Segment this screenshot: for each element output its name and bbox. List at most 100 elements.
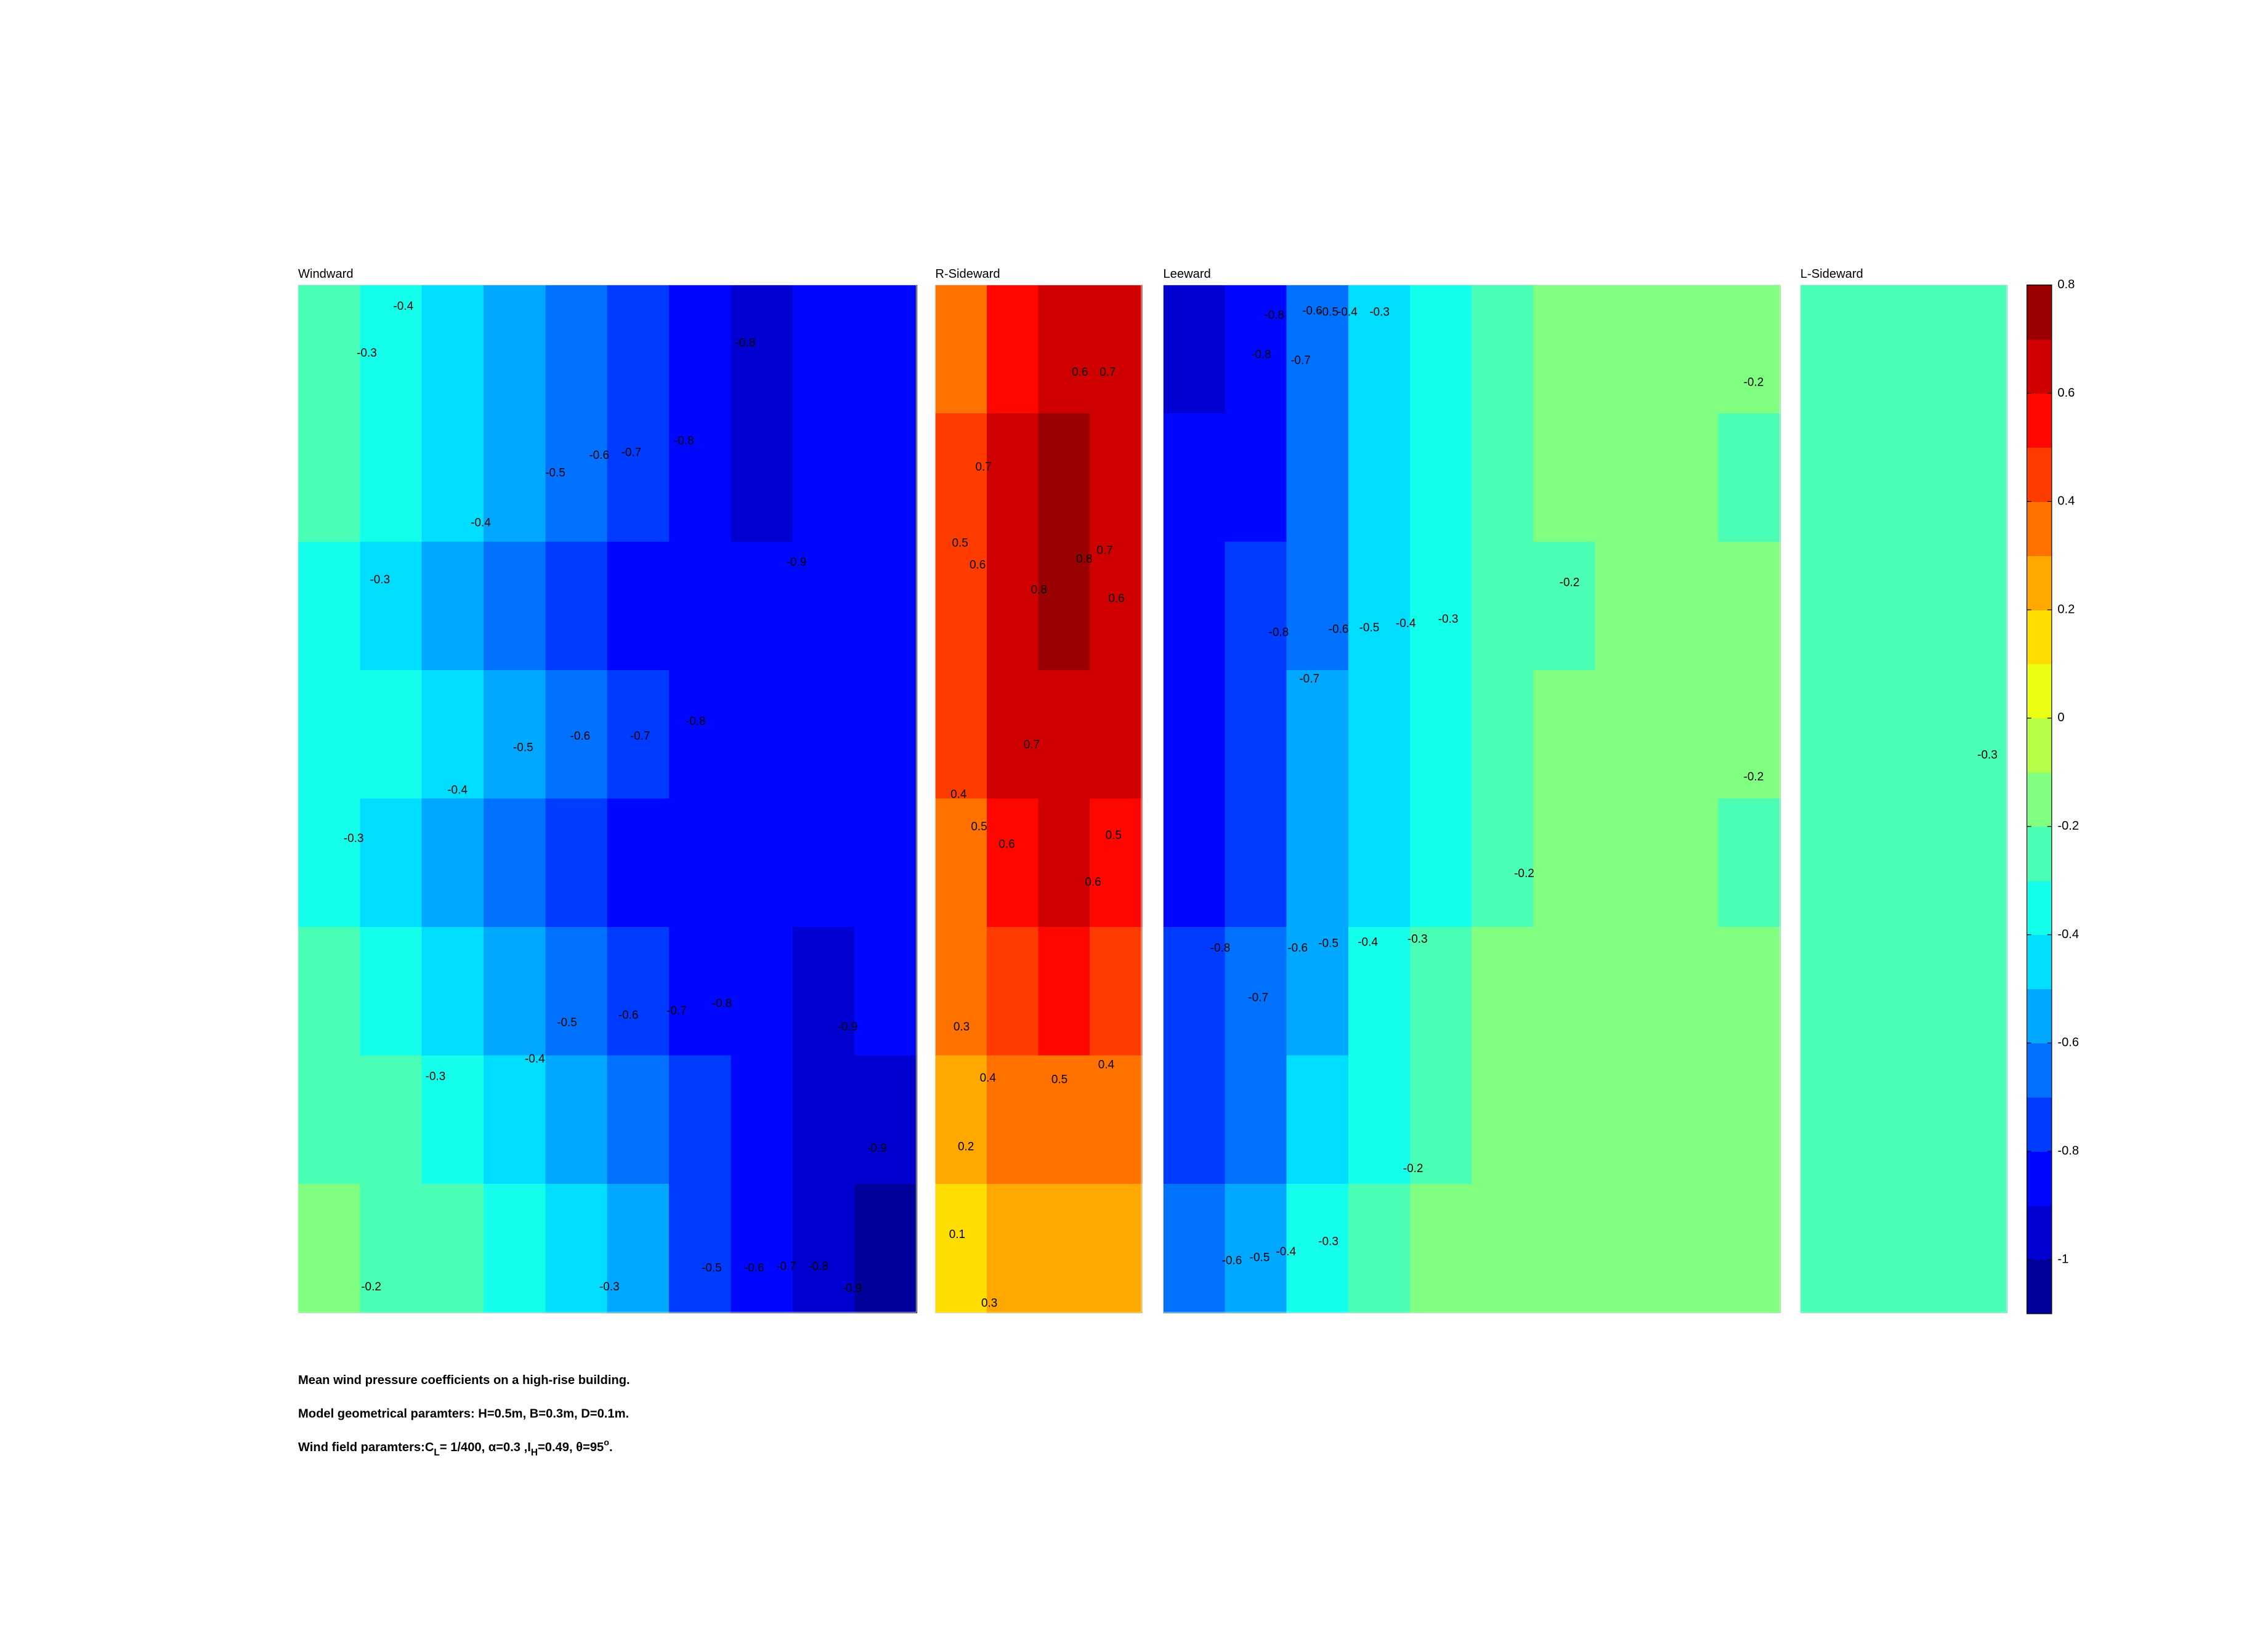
contour-cell xyxy=(484,670,546,799)
contour-cell xyxy=(298,413,361,543)
contour-cell xyxy=(1595,413,1658,543)
contour-label: -0.5 xyxy=(545,467,565,480)
contour-cell xyxy=(484,413,546,543)
contour-cell xyxy=(986,1055,1040,1185)
colorbar-band xyxy=(2027,1205,2052,1260)
contour-cell xyxy=(1595,541,1658,671)
contour-cell xyxy=(1533,798,1596,928)
contour-cell xyxy=(1718,1184,1781,1313)
contour-cell xyxy=(1090,1055,1143,1185)
contour-cell xyxy=(1595,1184,1658,1313)
contour-cell xyxy=(1038,927,1091,1056)
contour-cell xyxy=(1903,285,1956,799)
contour-label: -0.6 xyxy=(1302,304,1322,317)
contour-cell xyxy=(1348,670,1411,799)
colorbar-band xyxy=(2027,285,2052,340)
contour-cell xyxy=(1348,1055,1411,1185)
contour-cell xyxy=(1286,541,1350,671)
contour-cell xyxy=(1718,798,1781,928)
colorbar-tick-label: 0.6 xyxy=(2057,386,2075,400)
colorbar-tick-label: -0.6 xyxy=(2057,1036,2079,1050)
contour-cell xyxy=(1163,285,1226,415)
contour-cell xyxy=(298,927,361,1056)
contour-cell xyxy=(792,1055,856,1185)
caption-part: Wind field paramters:C xyxy=(298,1441,434,1454)
contour-cell xyxy=(1163,798,1226,928)
contour-cell xyxy=(986,1184,1040,1313)
contour-label: -0.4 xyxy=(1358,936,1378,949)
contour-label: 0.5 xyxy=(952,537,968,550)
contour-label: -0.2 xyxy=(1560,577,1580,589)
contour-label: 0.7 xyxy=(1096,544,1112,557)
contour-cell xyxy=(1225,798,1288,928)
colorbar-tick-label: 0 xyxy=(2057,711,2064,724)
contour-label: -0.7 xyxy=(666,1005,687,1018)
contour-label: -0.2 xyxy=(361,1281,381,1293)
contour-cell xyxy=(607,798,670,928)
colorbar-band xyxy=(2027,393,2052,448)
contour-label: 0.4 xyxy=(950,788,966,801)
contour-label: -0.2 xyxy=(1514,867,1534,880)
contour-cell xyxy=(1038,1184,1091,1313)
contour-cell xyxy=(854,413,917,543)
contour-cell xyxy=(1409,798,1473,928)
contour-cell xyxy=(854,1055,917,1185)
contour-label: -0.5 xyxy=(1250,1252,1270,1265)
panel-title: L-Sideward xyxy=(1800,267,1863,281)
colorbar-band xyxy=(2027,663,2052,719)
contour-cell xyxy=(935,927,988,1056)
contour-label: -0.2 xyxy=(1744,376,1764,389)
colorbar-band xyxy=(2027,989,2052,1044)
contour-cell xyxy=(421,285,485,415)
contour-cell xyxy=(1225,1055,1288,1185)
contour-cell xyxy=(854,285,917,415)
contour-cell xyxy=(792,541,856,671)
contour-cell xyxy=(731,285,794,415)
contour-cell xyxy=(607,413,670,543)
contour-cell xyxy=(607,1055,670,1185)
contour-cell xyxy=(669,927,732,1056)
contour-cell xyxy=(935,285,988,415)
contour-cell xyxy=(935,798,988,928)
contour-cell xyxy=(484,1055,546,1185)
colorbar-tick-label: 0.4 xyxy=(2057,495,2075,508)
contour-cell xyxy=(421,413,485,543)
contour-cell xyxy=(1286,413,1350,543)
contour-cell xyxy=(986,541,1040,671)
contour-cell xyxy=(1718,285,1781,415)
contour-cell xyxy=(792,670,856,799)
contour-cell xyxy=(731,1184,794,1313)
contour-label: -0.5 xyxy=(1359,621,1380,634)
contour-cell xyxy=(1656,1055,1719,1185)
contour-label: -0.7 xyxy=(1290,354,1311,367)
contour-label: -0.6 xyxy=(570,730,591,743)
contour-cell xyxy=(1038,541,1091,671)
panel-frame xyxy=(298,285,917,1313)
contour-cell xyxy=(1286,670,1350,799)
contour-label: -0.6 xyxy=(1222,1254,1242,1267)
panel-frame xyxy=(1162,285,1781,1313)
contour-cell xyxy=(935,670,988,799)
contour-cell xyxy=(669,541,732,671)
contour-cell xyxy=(1090,798,1143,928)
contour-label: -0.3 xyxy=(1369,306,1390,319)
contour-cell xyxy=(1090,285,1143,415)
contour-cell xyxy=(1718,413,1781,543)
contour-cell xyxy=(1800,285,1853,799)
contour-cell xyxy=(1225,541,1288,671)
contour-cell xyxy=(854,670,917,799)
contour-cell xyxy=(1718,670,1781,799)
contour-cell xyxy=(1090,927,1143,1056)
contour-label: -0.3 xyxy=(426,1070,446,1083)
contour-cell xyxy=(1286,285,1350,415)
contour-cell xyxy=(1533,413,1596,543)
contour-label: 0.6 xyxy=(970,559,986,572)
contour-label: -0.5 xyxy=(513,742,533,755)
colorbar-tick-label: -0.8 xyxy=(2057,1144,2079,1157)
contour-cell xyxy=(421,541,485,671)
colorbar-band xyxy=(2027,934,2052,990)
contour-label: -0.8 xyxy=(1251,349,1271,362)
contour-cell xyxy=(421,1055,485,1185)
contour-cell xyxy=(298,670,361,799)
colorbar-frame xyxy=(2026,285,2052,1314)
